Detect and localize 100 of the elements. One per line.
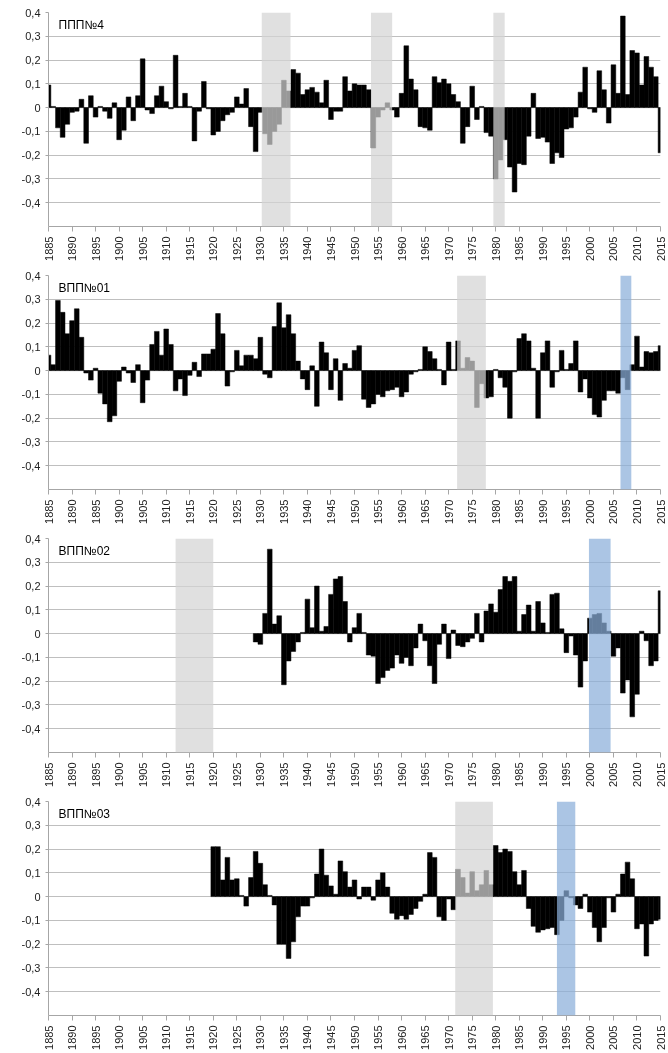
- x-tick-label: 1950: [348, 236, 361, 261]
- x-tick-label: 1900: [113, 499, 126, 524]
- x-tick-label: 2015: [654, 762, 667, 787]
- x-tick-label: 1995: [560, 499, 573, 524]
- y-tick-label: -0,4: [21, 196, 41, 209]
- x-tick-label: 1910: [160, 236, 173, 261]
- x-tick-label: 1965: [419, 499, 432, 524]
- x-tick-label: 1970: [442, 1025, 455, 1050]
- chart-title: ВПП№01: [58, 280, 111, 295]
- y-tick-label: 0: [34, 364, 41, 377]
- x-tick-label: 1955: [372, 762, 385, 787]
- y-tick-label: 0: [34, 101, 41, 114]
- x-tick-label: 1980: [489, 1025, 502, 1050]
- y-tick-label: -0,3: [21, 961, 41, 974]
- x-tick-label: 2010: [630, 762, 643, 787]
- x-tick-label: 1985: [513, 1025, 526, 1050]
- x-tick-label: 2000: [583, 499, 596, 524]
- y-tick-label: -0,1: [21, 914, 41, 927]
- y-tick-label: 0,2: [25, 54, 41, 67]
- y-tick-label: 0,1: [25, 77, 41, 90]
- x-tick-label: 2005: [607, 499, 620, 524]
- x-tick-label: 1905: [136, 499, 149, 524]
- chart-title: ВПП№02: [58, 543, 111, 558]
- x-tick-label: 1950: [348, 499, 361, 524]
- x-tick-label: 1925: [230, 499, 243, 524]
- x-tick-label: 1980: [489, 236, 502, 261]
- x-tick-label: 1965: [419, 236, 432, 261]
- x-tick-label: 1960: [395, 499, 408, 524]
- x-tick-label: 1965: [419, 762, 432, 787]
- x-tick-label: 1975: [466, 1025, 479, 1050]
- x-tick-label: 1900: [113, 1025, 126, 1050]
- x-tick-label: 1895: [89, 236, 102, 261]
- y-tick-label: 0,4: [25, 269, 41, 282]
- x-tick-label: 1945: [324, 1025, 337, 1050]
- x-tick-label: 1920: [207, 236, 220, 261]
- x-tick-label: 1900: [113, 762, 126, 787]
- y-tick-label: 0,3: [25, 30, 41, 43]
- y-tick-label: -0,2: [21, 412, 41, 425]
- x-tick-label: 1985: [513, 499, 526, 524]
- x-tick-label: 1920: [207, 762, 220, 787]
- x-tick-label: 1940: [301, 762, 314, 787]
- x-tick-label: 1910: [160, 1025, 173, 1050]
- x-tick-label: 1920: [207, 1025, 220, 1050]
- x-tick-label: 1960: [395, 1025, 408, 1050]
- x-tick-label: 2010: [630, 1025, 643, 1050]
- y-tick-label: 0,3: [25, 556, 41, 569]
- x-tick-label: 1975: [466, 236, 479, 261]
- x-tick-label: 1980: [489, 762, 502, 787]
- y-tick-label: 0,4: [25, 532, 41, 545]
- y-tick-label: 0,3: [25, 293, 41, 306]
- x-tick-label: 1930: [254, 1025, 267, 1050]
- y-tick-label: 0,4: [25, 795, 41, 808]
- x-tick-label: 1955: [372, 1025, 385, 1050]
- y-tick-label: 0,4: [25, 6, 41, 19]
- x-tick-label: 1995: [560, 236, 573, 261]
- x-tick-label: 1935: [277, 236, 290, 261]
- y-tick-label: -0,3: [21, 698, 41, 711]
- x-tick-label: 1890: [66, 762, 79, 787]
- y-tick-label: 0: [34, 890, 41, 903]
- x-tick-label: 1960: [395, 762, 408, 787]
- x-tick-label: 1955: [372, 499, 385, 524]
- y-tick-label: -0,3: [21, 435, 41, 448]
- x-tick-label: 1930: [254, 499, 267, 524]
- x-tick-label: 2015: [654, 236, 667, 261]
- x-tick-label: 1890: [66, 1025, 79, 1050]
- y-tick-label: -0,2: [21, 675, 41, 688]
- x-tick-label: 1980: [489, 499, 502, 524]
- x-tick-label: 2015: [654, 1025, 667, 1050]
- x-tick-label: 1985: [513, 762, 526, 787]
- y-tick-label: -0,1: [21, 125, 41, 138]
- x-tick-label: 1970: [442, 499, 455, 524]
- x-tick-label: 1885: [42, 499, 55, 524]
- x-tick-label: 1915: [183, 236, 196, 261]
- x-tick-label: 1925: [230, 762, 243, 787]
- y-tick-label: -0,3: [21, 172, 41, 185]
- y-tick-label: -0,2: [21, 938, 41, 951]
- x-tick-label: 2010: [630, 236, 643, 261]
- x-tick-label: 1910: [160, 499, 173, 524]
- x-tick-label: 2000: [583, 762, 596, 787]
- y-tick-label: 0,1: [25, 866, 41, 879]
- x-tick-label: 1990: [536, 236, 549, 261]
- y-tick-label: 0: [34, 627, 41, 640]
- x-tick-label: 1970: [442, 236, 455, 261]
- chart-title: ВПП№03: [58, 806, 111, 821]
- x-tick-label: 1950: [348, 762, 361, 787]
- x-tick-label: 1990: [536, 499, 549, 524]
- x-tick-label: 2010: [630, 499, 643, 524]
- x-tick-label: 2005: [607, 236, 620, 261]
- x-tick-label: 1915: [183, 762, 196, 787]
- x-tick-label: 2000: [583, 1025, 596, 1050]
- y-tick-label: -0,1: [21, 388, 41, 401]
- x-tick-label: 1900: [113, 236, 126, 261]
- y-tick-label: 0,1: [25, 340, 41, 353]
- x-tick-label: 1950: [348, 1025, 361, 1050]
- x-tick-label: 1990: [536, 1025, 549, 1050]
- y-tick-label: 0,3: [25, 819, 41, 832]
- x-tick-label: 1885: [42, 762, 55, 787]
- x-tick-label: 1915: [183, 499, 196, 524]
- x-tick-label: 1955: [372, 236, 385, 261]
- x-tick-label: 1930: [254, 762, 267, 787]
